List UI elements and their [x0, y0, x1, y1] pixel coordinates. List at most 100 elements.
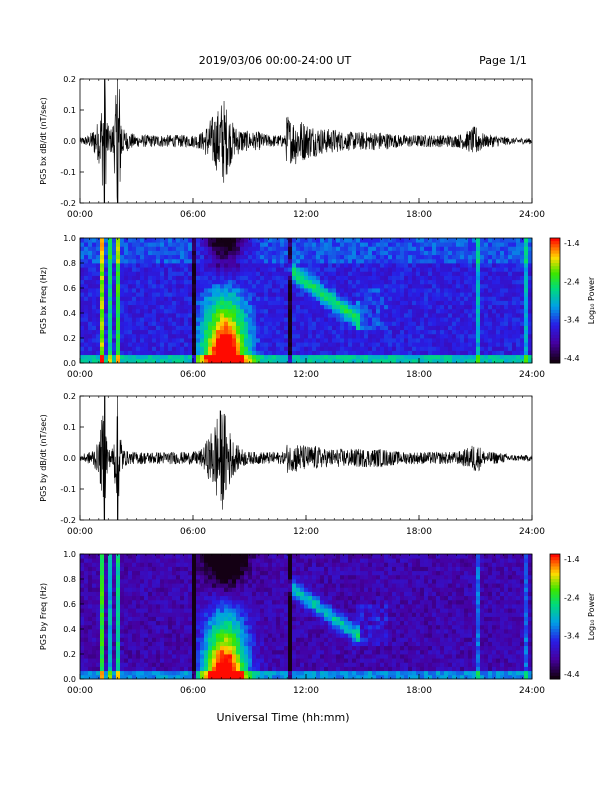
spectrogram-cell	[144, 276, 148, 281]
spectrogram-cell	[108, 251, 112, 256]
spectrogram-cell	[336, 355, 340, 360]
spectrogram-cell	[496, 267, 500, 272]
spectrogram-cell	[216, 625, 220, 630]
spectrogram-cell	[180, 276, 184, 281]
spectrogram-cell	[96, 321, 100, 326]
spectrogram-cell	[224, 255, 228, 260]
spectrogram-cell	[384, 271, 388, 276]
spectrogram-cell	[136, 662, 140, 667]
spectrogram-cell	[188, 292, 192, 297]
spectrogram-cell	[96, 612, 100, 617]
spectrogram-cell	[452, 317, 456, 322]
spectrogram-cell	[144, 267, 148, 272]
spectrogram-cell	[172, 625, 176, 630]
spectrogram-cell	[516, 351, 520, 356]
spectrogram-cell	[220, 625, 224, 630]
spectrogram-cell	[88, 567, 92, 572]
spectrogram-cell	[192, 242, 196, 247]
spectrogram-cell	[172, 334, 176, 339]
spectrogram-cell	[280, 346, 284, 351]
spectrogram-cell	[288, 259, 292, 264]
spectrogram-cell	[308, 355, 312, 360]
spectrogram-cell	[412, 305, 416, 310]
spectrogram-cell	[428, 242, 432, 247]
spectrogram-cell	[96, 583, 100, 588]
spectrogram-cell	[232, 604, 236, 609]
spectrogram-cell	[456, 280, 460, 285]
spectrogram-cell	[412, 292, 416, 297]
spectrogram-cell	[80, 246, 84, 251]
spectrogram-cell	[260, 255, 264, 260]
spectrogram-cell	[104, 642, 108, 647]
spectrogram-cell	[112, 579, 116, 584]
spectrogram-cell	[440, 292, 444, 297]
spectrogram-cell	[516, 334, 520, 339]
spectrogram-cell	[412, 284, 416, 289]
spectrogram-cell	[524, 238, 528, 243]
spectrogram-cell	[224, 280, 228, 285]
spectrogram-cell	[376, 313, 380, 318]
spectrogram-cell	[360, 263, 364, 268]
spectrogram-cell	[428, 355, 432, 360]
spectrogram-cell	[124, 276, 128, 281]
spectrogram-cell	[128, 642, 132, 647]
spectrogram-cell	[92, 654, 96, 659]
spectrogram-cell	[480, 242, 484, 247]
spectrogram-cell	[208, 621, 212, 626]
spectrogram-cell	[288, 342, 292, 347]
spectrogram-cell	[176, 650, 180, 655]
spectrogram-cell	[512, 321, 516, 326]
spectrogram-cell	[392, 334, 396, 339]
spectrogram-cell	[192, 654, 196, 659]
spectrogram-cell	[168, 621, 172, 626]
spectrogram-cell	[296, 276, 300, 281]
spectrogram-cell	[204, 263, 208, 268]
spectrogram-cell	[448, 251, 452, 256]
spectrogram-cell	[208, 326, 212, 331]
spectrogram-cell	[468, 342, 472, 347]
spectrogram-cell	[224, 246, 228, 251]
spectrogram-cell	[116, 650, 120, 655]
spectrogram-cell	[516, 309, 520, 314]
spectrogram-cell	[104, 575, 108, 580]
spectrogram-cell	[128, 259, 132, 264]
spectrogram-cell	[208, 296, 212, 301]
spectrogram-cell	[296, 321, 300, 326]
spectrogram-cell	[452, 296, 456, 301]
spectrogram-cell	[524, 292, 528, 297]
spectrogram-cell	[224, 592, 228, 597]
spectrogram-cell	[92, 296, 96, 301]
spectrogram-cell	[260, 305, 264, 310]
spectrogram-cell	[384, 292, 388, 297]
colorbar-step	[550, 285, 560, 289]
spectrogram-cell	[100, 342, 104, 347]
spectrogram-cell	[168, 637, 172, 642]
spectrogram-cell	[120, 271, 124, 276]
spectrogram-cell	[452, 246, 456, 251]
spectrogram-cell	[436, 334, 440, 339]
spectrogram-cell	[364, 288, 368, 293]
spectrogram-cell	[384, 351, 388, 356]
spectrogram-cell	[100, 671, 104, 676]
spectrogram-cell	[220, 284, 224, 289]
spectrogram-cell	[356, 321, 360, 326]
spectrogram-cell	[220, 259, 224, 264]
spectrogram-cell	[420, 334, 424, 339]
spectrogram-cell	[504, 246, 508, 251]
spectrogram-cell	[296, 251, 300, 256]
spectrogram-cell	[96, 351, 100, 356]
spectrogram-cell	[320, 292, 324, 297]
spectrogram-cell	[236, 658, 240, 663]
spectrogram-cell	[248, 280, 252, 285]
spectrogram-cell	[348, 246, 352, 251]
spectrogram-cell	[164, 562, 168, 567]
spectrogram-cell	[216, 263, 220, 268]
spectrogram-cell	[484, 271, 488, 276]
spectrogram-cell	[504, 301, 508, 306]
spectrogram-cell	[472, 276, 476, 281]
spectrogram-cell	[308, 301, 312, 306]
colorbar-step	[550, 313, 560, 317]
spectrogram-cell	[176, 321, 180, 326]
spectrogram-cell	[480, 317, 484, 322]
spectrogram-cell	[444, 326, 448, 331]
